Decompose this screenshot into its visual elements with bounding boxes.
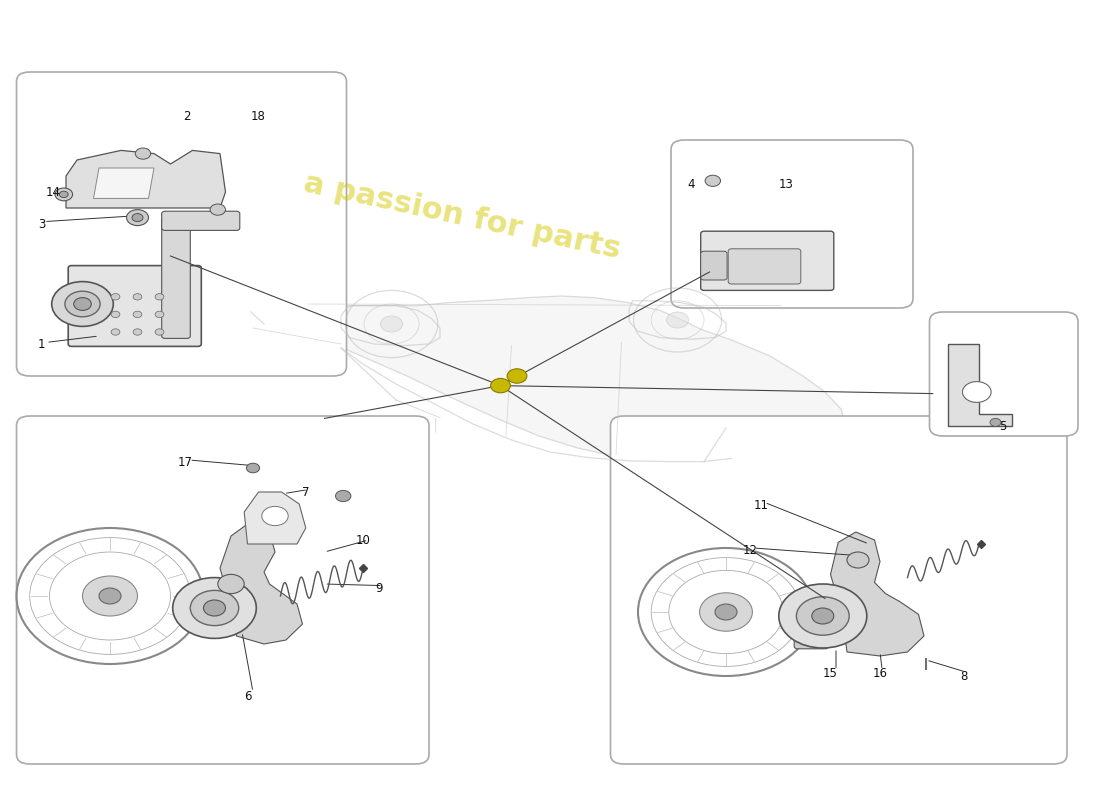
Circle shape — [155, 294, 164, 300]
Circle shape — [262, 506, 288, 526]
Text: 12: 12 — [742, 544, 758, 557]
Circle shape — [491, 378, 510, 393]
Text: 3: 3 — [39, 218, 45, 230]
Circle shape — [812, 608, 834, 624]
Circle shape — [133, 294, 142, 300]
Text: 15: 15 — [823, 667, 838, 680]
Circle shape — [705, 175, 720, 186]
Text: tutto
parts: tutto parts — [789, 496, 1015, 656]
Circle shape — [218, 574, 244, 594]
Circle shape — [779, 584, 867, 648]
Text: 4: 4 — [688, 178, 694, 190]
Text: 1: 1 — [39, 338, 45, 350]
Circle shape — [133, 311, 142, 318]
Text: 16: 16 — [872, 667, 888, 680]
FancyBboxPatch shape — [68, 266, 201, 346]
Circle shape — [135, 148, 151, 159]
Circle shape — [82, 576, 138, 616]
Circle shape — [111, 294, 120, 300]
Text: 10: 10 — [355, 534, 371, 546]
Circle shape — [667, 312, 689, 328]
Polygon shape — [830, 532, 924, 656]
FancyBboxPatch shape — [162, 211, 240, 230]
Circle shape — [990, 418, 1001, 426]
Text: 6: 6 — [244, 690, 251, 702]
Text: 7: 7 — [302, 486, 309, 498]
FancyBboxPatch shape — [930, 312, 1078, 436]
Circle shape — [155, 329, 164, 335]
Text: 2: 2 — [184, 110, 190, 122]
Circle shape — [126, 210, 148, 226]
Circle shape — [204, 600, 226, 616]
Polygon shape — [948, 344, 1012, 426]
FancyBboxPatch shape — [671, 140, 913, 308]
Circle shape — [246, 463, 260, 473]
Circle shape — [99, 588, 121, 604]
Polygon shape — [244, 492, 306, 544]
FancyBboxPatch shape — [610, 416, 1067, 764]
Text: 9: 9 — [376, 582, 383, 594]
Circle shape — [132, 214, 143, 222]
Circle shape — [52, 282, 113, 326]
Text: 11: 11 — [754, 499, 769, 512]
Circle shape — [173, 578, 256, 638]
FancyBboxPatch shape — [794, 636, 828, 649]
Polygon shape — [220, 524, 302, 644]
Circle shape — [962, 382, 991, 402]
Circle shape — [715, 604, 737, 620]
FancyBboxPatch shape — [728, 249, 801, 284]
Polygon shape — [94, 168, 154, 198]
Circle shape — [155, 311, 164, 318]
FancyBboxPatch shape — [16, 72, 346, 376]
Text: a passion for parts: a passion for parts — [300, 168, 624, 264]
Text: 18: 18 — [251, 110, 266, 122]
Circle shape — [111, 311, 120, 318]
Circle shape — [336, 490, 351, 502]
Text: 8: 8 — [960, 670, 967, 682]
Circle shape — [381, 316, 403, 332]
Text: 14: 14 — [45, 186, 60, 198]
FancyBboxPatch shape — [162, 218, 190, 338]
Circle shape — [65, 291, 100, 317]
Polygon shape — [251, 296, 845, 464]
Polygon shape — [66, 150, 226, 208]
Text: 17: 17 — [177, 456, 192, 469]
Text: 13: 13 — [779, 178, 794, 190]
Circle shape — [190, 590, 239, 626]
Circle shape — [133, 329, 142, 335]
Circle shape — [59, 191, 68, 198]
Circle shape — [55, 188, 73, 201]
Circle shape — [700, 593, 752, 631]
FancyBboxPatch shape — [701, 251, 727, 280]
Circle shape — [111, 329, 120, 335]
Circle shape — [847, 552, 869, 568]
Circle shape — [74, 298, 91, 310]
Circle shape — [210, 204, 225, 215]
Text: 5: 5 — [1000, 420, 1006, 433]
FancyBboxPatch shape — [16, 416, 429, 764]
FancyBboxPatch shape — [701, 231, 834, 290]
Circle shape — [507, 369, 527, 383]
Circle shape — [796, 597, 849, 635]
